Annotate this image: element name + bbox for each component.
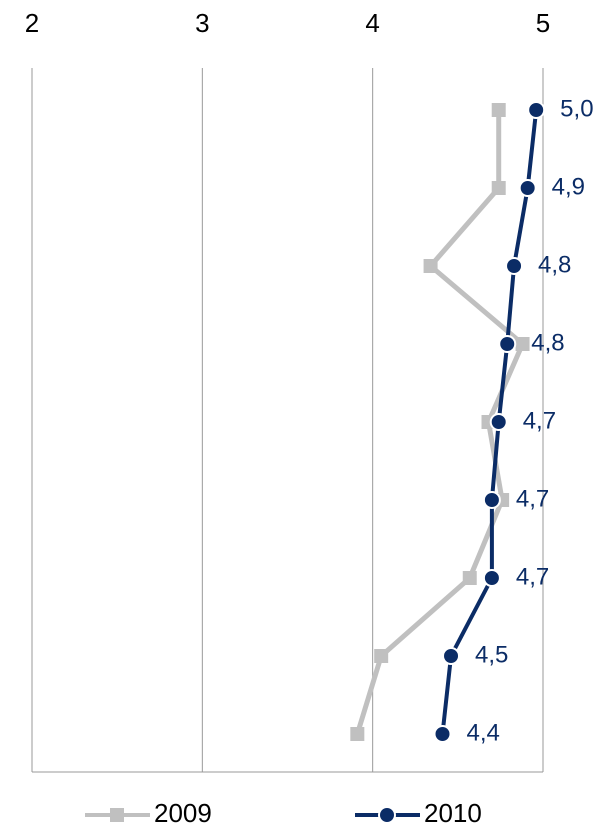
point xyxy=(374,649,389,663)
legend-marker xyxy=(110,808,124,822)
point xyxy=(462,571,477,585)
point xyxy=(423,259,438,273)
data-label: 4,5 xyxy=(475,641,508,668)
legend-marker xyxy=(378,806,396,824)
point xyxy=(527,101,546,119)
point xyxy=(518,179,537,197)
x-tick-label: 4 xyxy=(365,8,379,38)
data-label: 4,7 xyxy=(516,563,549,590)
data-label: 4,8 xyxy=(531,329,564,356)
point xyxy=(491,103,506,117)
data-label: 4,7 xyxy=(516,485,549,512)
point xyxy=(505,257,524,275)
legend-label: 2010 xyxy=(424,798,482,828)
point xyxy=(482,491,501,509)
data-label: 4,7 xyxy=(523,407,556,434)
data-label: 4,9 xyxy=(552,173,585,200)
x-tick-label: 5 xyxy=(536,8,550,38)
x-tick-label: 2 xyxy=(25,8,39,38)
point xyxy=(350,727,365,741)
legend-label: 2009 xyxy=(154,798,212,828)
point xyxy=(433,725,452,743)
point xyxy=(498,335,517,353)
data-label: 4,4 xyxy=(467,719,500,746)
point xyxy=(442,647,461,665)
point xyxy=(491,181,506,195)
point xyxy=(515,337,530,351)
point xyxy=(482,569,501,587)
data-label: 5,0 xyxy=(560,95,593,122)
data-label: 4,8 xyxy=(538,251,571,278)
x-tick-label: 3 xyxy=(195,8,209,38)
point xyxy=(489,413,508,431)
